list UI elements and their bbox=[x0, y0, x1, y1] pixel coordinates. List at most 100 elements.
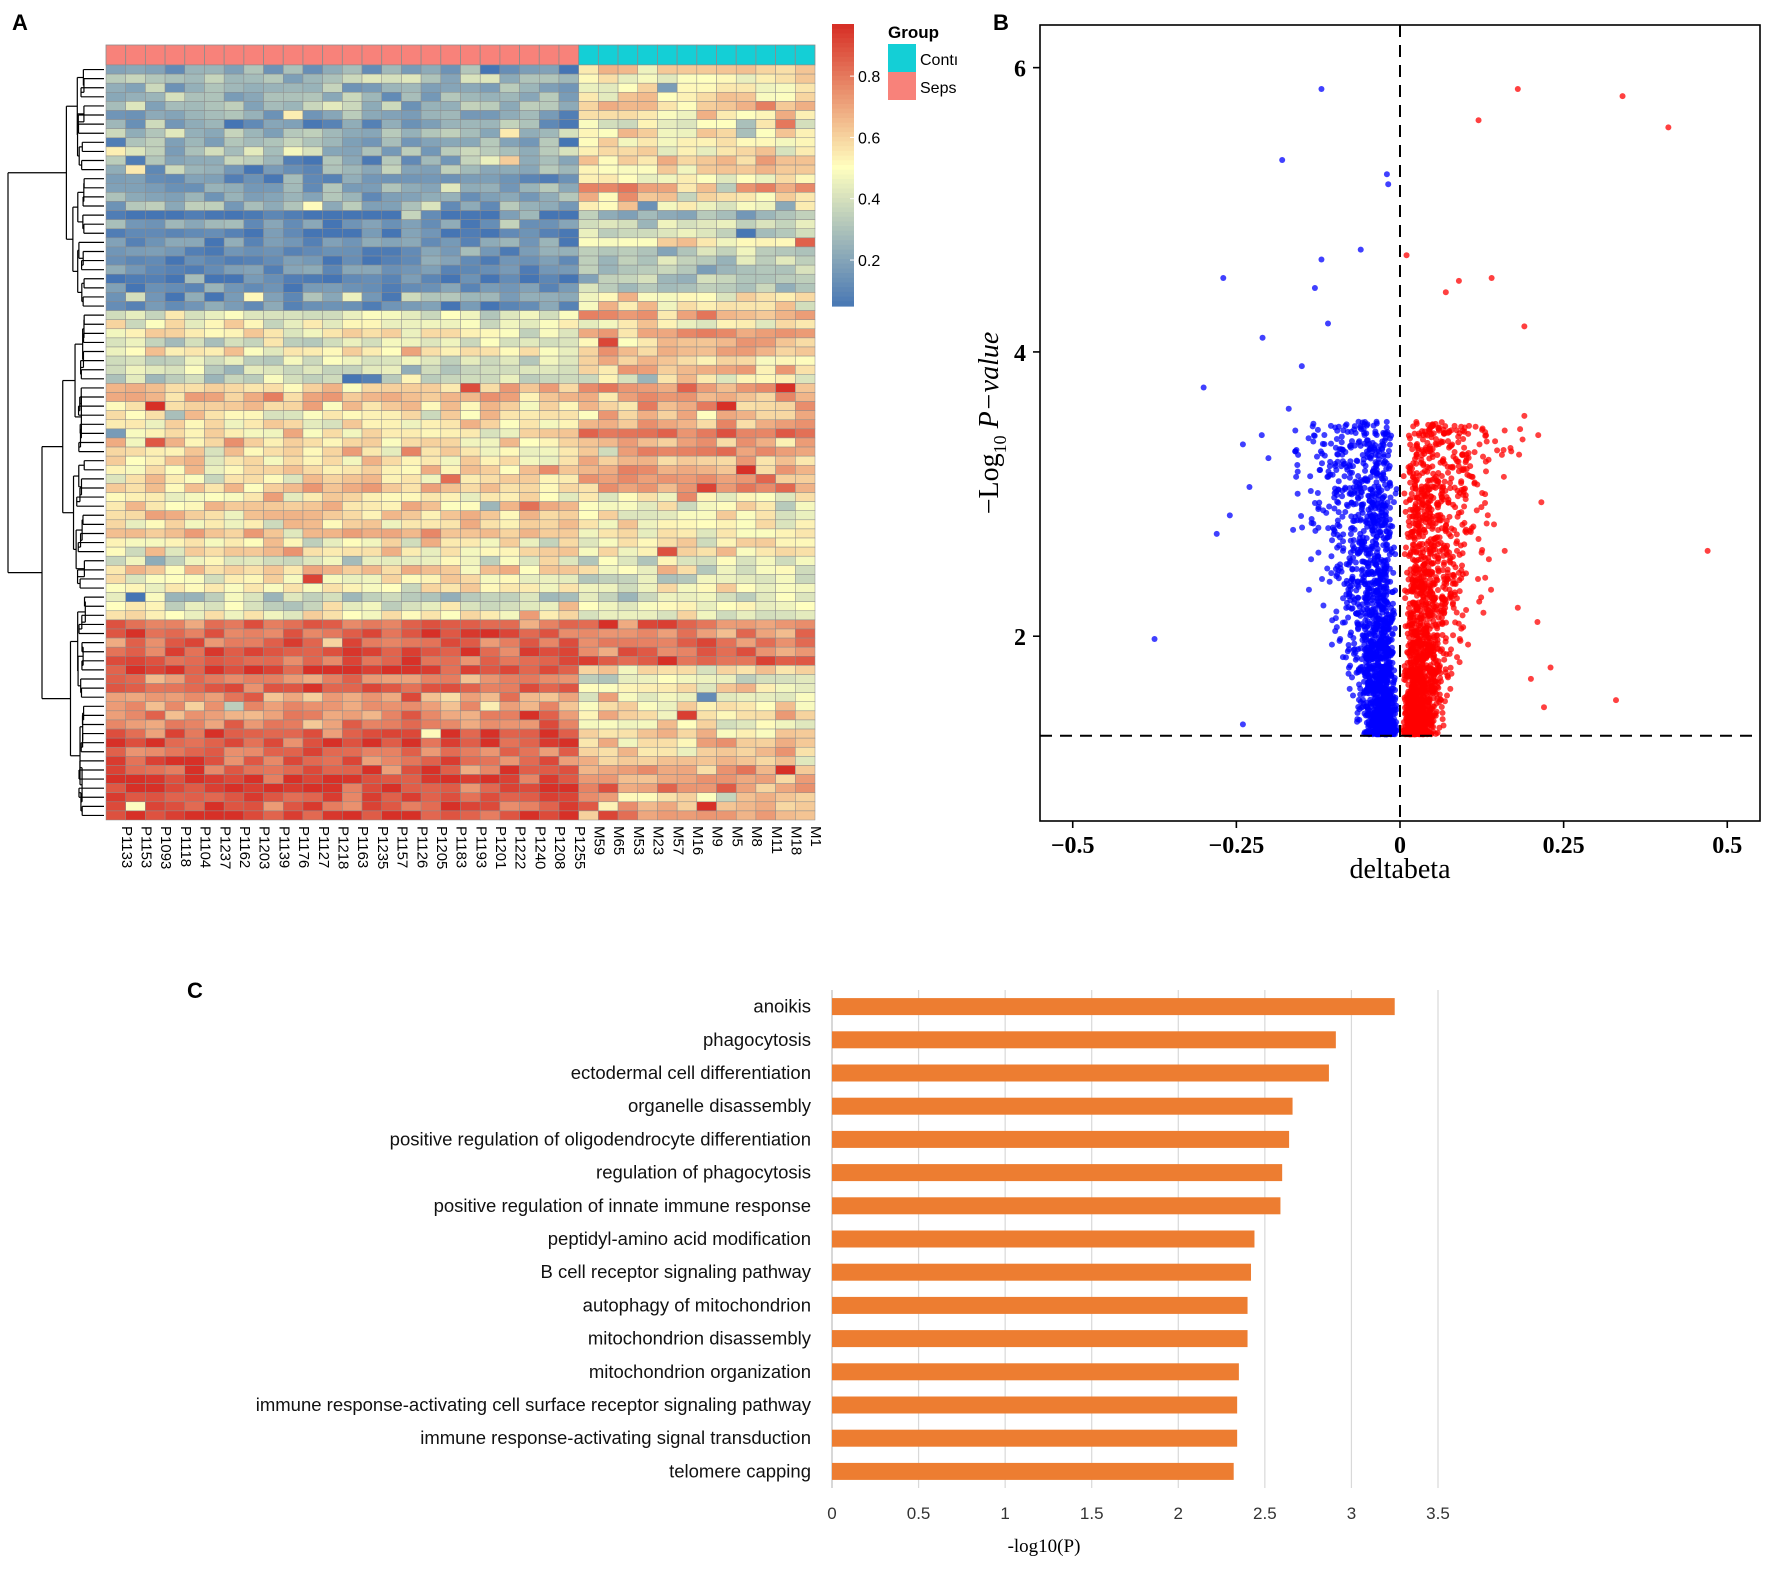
heatmap-cell bbox=[164, 419, 186, 430]
column-label: M59 bbox=[591, 826, 608, 855]
heatmap-cell bbox=[460, 310, 481, 320]
heatmap-cell bbox=[696, 410, 717, 421]
heatmap-cell bbox=[479, 155, 501, 166]
heatmap-cell bbox=[479, 601, 501, 612]
heatmap-cell bbox=[420, 364, 442, 375]
volcano-point bbox=[1349, 565, 1356, 572]
heatmap-cell bbox=[322, 474, 343, 484]
heatmap-cell bbox=[676, 492, 698, 502]
heatmap-cell bbox=[145, 783, 166, 793]
heatmap-cell bbox=[637, 537, 658, 548]
heatmap-cell bbox=[223, 119, 245, 129]
heatmap-cell bbox=[283, 346, 304, 357]
heatmap-cell bbox=[696, 510, 717, 521]
heatmap-cell bbox=[696, 619, 717, 630]
heatmap-cell bbox=[716, 719, 737, 730]
heatmap-cell bbox=[479, 537, 501, 548]
heatmap-cell bbox=[125, 128, 146, 139]
heatmap-cell bbox=[145, 737, 166, 748]
heatmap-cell bbox=[401, 437, 422, 448]
heatmap-cell bbox=[164, 710, 186, 721]
heatmap-cell bbox=[184, 810, 205, 821]
heatmap-cell bbox=[145, 273, 166, 284]
column-label: P1237 bbox=[216, 826, 233, 869]
heatmap-cell bbox=[460, 101, 481, 111]
column-label: P1104 bbox=[197, 826, 214, 868]
heatmap-cell bbox=[243, 301, 264, 311]
heatmap-cell bbox=[558, 619, 579, 630]
heatmap-cell bbox=[539, 665, 560, 675]
heatmap-cell bbox=[637, 665, 658, 675]
volcano-point bbox=[1292, 427, 1299, 434]
heatmap-cell bbox=[145, 283, 166, 293]
heatmap-cell bbox=[775, 674, 796, 684]
heatmap-cell bbox=[657, 574, 678, 584]
heatmap-cell bbox=[460, 192, 481, 202]
column-label: M5 bbox=[728, 826, 745, 847]
heatmap-cell bbox=[204, 519, 225, 530]
heatmap-cell bbox=[145, 328, 166, 339]
heatmap-cell bbox=[420, 210, 442, 220]
heatmap-cell bbox=[145, 474, 166, 484]
heatmap-cell bbox=[342, 355, 363, 366]
heatmap-cell bbox=[401, 183, 422, 193]
heatmap-cell bbox=[775, 255, 796, 266]
heatmap-cell bbox=[342, 273, 363, 284]
heatmap-cell bbox=[105, 528, 126, 539]
heatmap-cell bbox=[795, 537, 816, 548]
heatmap-cell bbox=[440, 355, 461, 366]
heatmap-cell bbox=[696, 401, 717, 411]
heatmap-cell bbox=[795, 374, 816, 384]
volcano-point bbox=[1321, 441, 1328, 448]
heatmap-cell bbox=[795, 756, 816, 766]
heatmap-cell bbox=[204, 710, 225, 721]
heatmap-cell bbox=[578, 510, 599, 521]
heatmap-cell bbox=[342, 401, 363, 411]
heatmap-cell bbox=[519, 437, 540, 448]
heatmap-cell bbox=[479, 110, 501, 120]
heatmap-cell bbox=[164, 728, 186, 739]
volcano-point bbox=[1333, 608, 1340, 615]
heatmap-cell bbox=[716, 146, 737, 157]
heatmap-cell bbox=[755, 628, 776, 639]
heatmap-cell bbox=[204, 73, 225, 84]
heatmap-cell bbox=[617, 82, 638, 93]
heatmap-cell bbox=[145, 292, 166, 302]
colorbar-segment bbox=[832, 113, 854, 119]
heatmap-cell bbox=[795, 128, 816, 139]
heatmap-cell bbox=[361, 565, 382, 575]
heatmap-cell bbox=[164, 455, 186, 466]
heatmap-cell bbox=[164, 528, 186, 539]
heatmap-cell bbox=[755, 146, 776, 157]
heatmap-cell bbox=[302, 801, 323, 812]
heatmap-cell bbox=[283, 474, 304, 484]
heatmap-cell bbox=[322, 628, 343, 639]
heatmap-cell bbox=[617, 119, 638, 129]
colorbar-segment bbox=[832, 56, 854, 63]
heatmap-cell bbox=[460, 301, 481, 311]
heatmap-cell bbox=[735, 501, 757, 511]
heatmap-cell bbox=[775, 92, 796, 102]
heatmap-cell bbox=[440, 501, 461, 511]
heatmap-cell bbox=[243, 364, 264, 375]
heatmap-cell bbox=[696, 101, 717, 111]
group-bar-cell bbox=[755, 44, 777, 66]
heatmap-cell bbox=[283, 565, 304, 575]
heatmap-cell bbox=[420, 455, 442, 466]
heatmap-cell bbox=[184, 101, 205, 111]
heatmap-cell bbox=[519, 264, 540, 275]
heatmap-cell bbox=[145, 665, 166, 675]
heatmap-cell bbox=[519, 155, 540, 166]
heatmap-cell bbox=[775, 392, 796, 402]
heatmap-cell bbox=[223, 665, 245, 675]
heatmap-cell bbox=[775, 183, 796, 193]
volcano-point bbox=[1382, 670, 1389, 677]
heatmap-cell bbox=[283, 374, 304, 384]
heatmap-cell bbox=[184, 692, 205, 702]
heatmap-cell bbox=[716, 255, 737, 266]
heatmap-cell bbox=[499, 437, 520, 448]
heatmap-cell bbox=[598, 574, 619, 584]
heatmap-cell bbox=[145, 710, 166, 721]
heatmap-cell bbox=[735, 410, 757, 421]
volcano-point bbox=[1382, 481, 1389, 488]
